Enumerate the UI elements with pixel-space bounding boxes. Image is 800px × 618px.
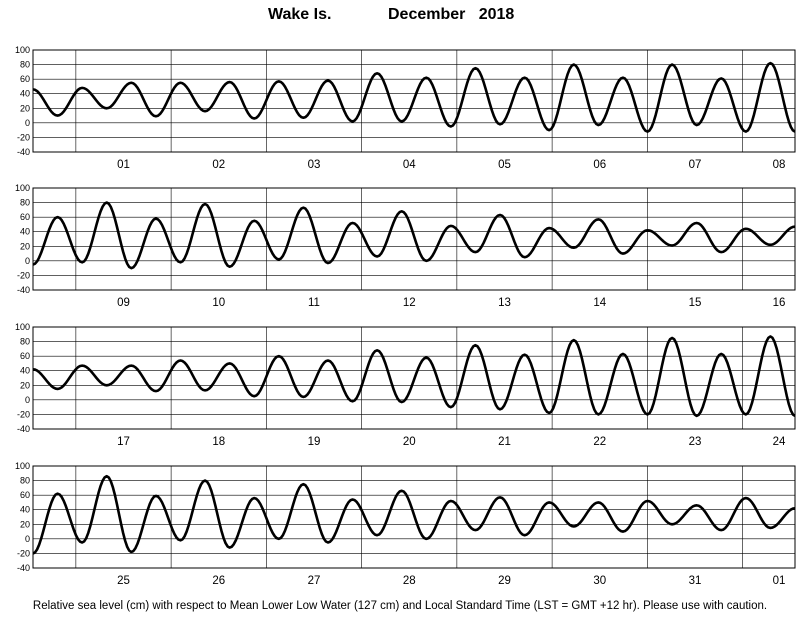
day-label: 15 <box>689 297 702 309</box>
y-tick-label: -20 <box>17 409 30 419</box>
day-label: 23 <box>689 436 702 448</box>
y-tick-label: -20 <box>17 132 30 142</box>
day-label: 27 <box>308 575 321 587</box>
y-tick-label: 0 <box>25 395 30 405</box>
day-label: 25 <box>117 575 130 587</box>
day-label: 10 <box>212 297 225 309</box>
y-tick-label: -20 <box>17 548 30 558</box>
y-tick-label: 80 <box>20 337 30 347</box>
panel-3: -40 -20 0 20 40 60 80 100 17 18 19 20 21 22 23 24 <box>15 322 796 448</box>
panel-1: -40 -20 0 20 40 60 80 100 01 02 03 04 05 06 07 08 <box>15 45 796 171</box>
footer-note: Relative sea level (cm) with respect to … <box>32 600 768 612</box>
y-tick-label: 100 <box>15 45 30 55</box>
y-tick-label: 20 <box>20 519 30 529</box>
y-tick-label: 60 <box>20 351 30 361</box>
day-label: 08 <box>773 159 786 171</box>
station-name: Wake Is. <box>268 6 332 23</box>
day-label: 01 <box>117 159 130 171</box>
y-tick-label: -40 <box>17 424 30 434</box>
day-label: 31 <box>689 575 702 587</box>
y-tick-label: 40 <box>20 89 30 99</box>
day-label: 12 <box>403 297 416 309</box>
day-label: 06 <box>593 159 606 171</box>
day-label: 05 <box>498 159 511 171</box>
panel-frame <box>32 465 796 569</box>
y-tick-label: 100 <box>15 183 30 193</box>
chart-title: Wake Is. December 2018 <box>0 4 800 26</box>
day-label: 02 <box>212 159 225 171</box>
y-tick-label: 80 <box>20 60 30 70</box>
panel-4: -40 -20 0 20 40 60 80 100 25 26 27 28 29 30 31 01 <box>15 461 796 587</box>
y-tick-label: 20 <box>20 241 30 251</box>
day-label: 01 <box>773 575 786 587</box>
y-tick-label: 60 <box>20 74 30 84</box>
y-tick-label: 60 <box>20 212 30 222</box>
y-tick-label: 80 <box>20 476 30 486</box>
day-label: 30 <box>593 575 606 587</box>
day-label: 21 <box>498 436 511 448</box>
y-tick-label: 60 <box>20 490 30 500</box>
y-tick-label: -40 <box>17 285 30 295</box>
sea-level-curve <box>32 201 796 270</box>
day-label: 24 <box>773 436 786 448</box>
y-tick-label: 100 <box>15 322 30 332</box>
day-label: 04 <box>403 159 416 171</box>
y-tick-label: 100 <box>15 461 30 471</box>
day-label: 18 <box>212 436 225 448</box>
y-tick-label: 80 <box>20 198 30 208</box>
y-tick-label: 40 <box>20 366 30 376</box>
day-label: 17 <box>117 436 130 448</box>
y-tick-label: -20 <box>17 270 30 280</box>
day-label: 03 <box>308 159 321 171</box>
day-label: 20 <box>403 436 416 448</box>
y-tick-label: 40 <box>20 505 30 515</box>
sea-level-curve <box>32 474 796 555</box>
y-tick-label: 0 <box>25 118 30 128</box>
y-tick-label: 20 <box>20 103 30 113</box>
day-label: 29 <box>498 575 511 587</box>
y-tick-label: 20 <box>20 380 30 390</box>
day-label: 07 <box>689 159 702 171</box>
day-label: 13 <box>498 297 511 309</box>
day-label: 26 <box>212 575 225 587</box>
day-label: 09 <box>117 297 130 309</box>
y-tick-label: 0 <box>25 256 30 266</box>
y-tick-label: 40 <box>20 227 30 237</box>
period-label: December 2018 <box>388 6 515 23</box>
panel-2: -40 -20 0 20 40 60 80 100 09 10 11 12 13 14 15 16 <box>15 183 796 309</box>
y-tick-label: 0 <box>25 534 30 544</box>
panel-frame <box>32 326 796 430</box>
day-label: 19 <box>308 436 321 448</box>
y-tick-label: -40 <box>17 147 30 157</box>
panel-frame <box>32 187 796 291</box>
sea-level-curve <box>32 61 796 133</box>
day-label: 14 <box>593 297 606 309</box>
day-label: 11 <box>308 297 320 309</box>
sea-level-curve <box>32 335 796 418</box>
panel-frame <box>32 49 796 153</box>
day-label: 22 <box>593 436 606 448</box>
day-label: 16 <box>773 297 786 309</box>
day-label: 28 <box>403 575 416 587</box>
y-tick-label: -40 <box>17 563 30 573</box>
